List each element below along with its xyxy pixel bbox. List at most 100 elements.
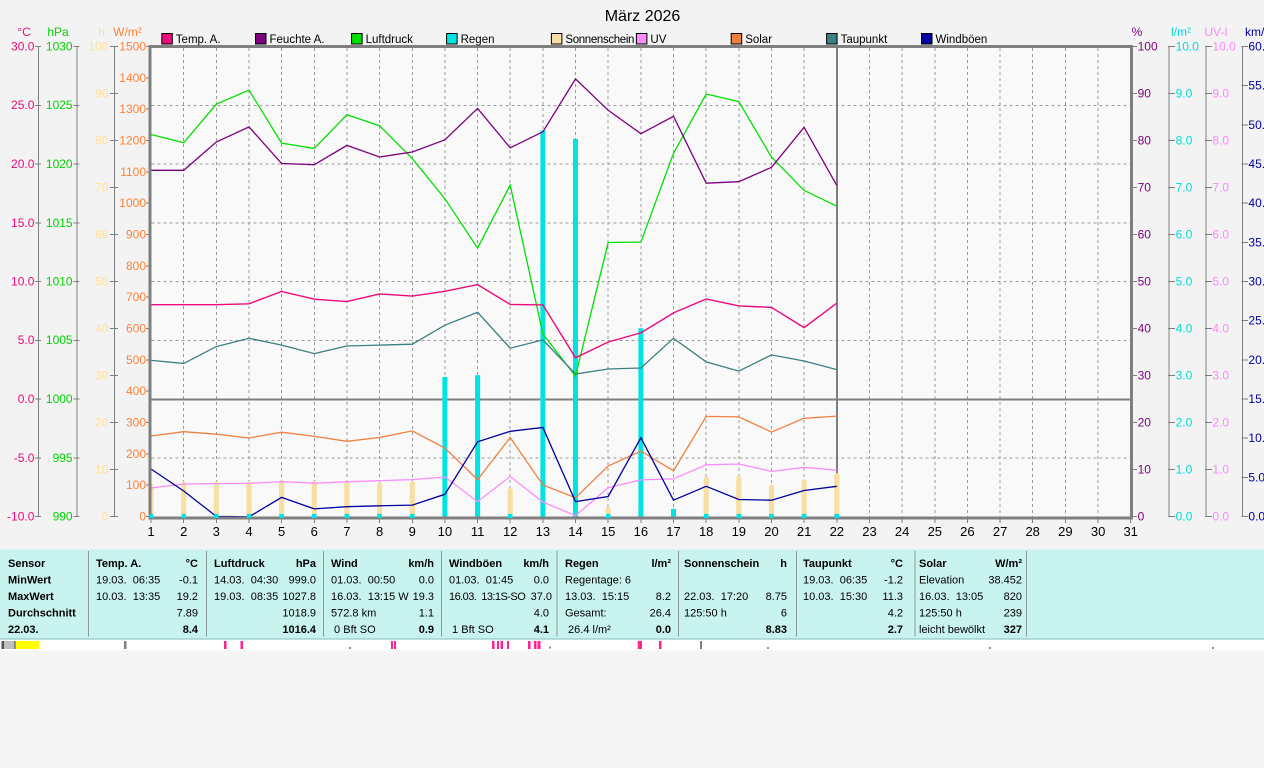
svg-text:6: 6 <box>311 524 318 539</box>
svg-text:0: 0 <box>139 510 146 524</box>
svg-text:999.0: 999.0 <box>288 575 316 587</box>
svg-text:7.0: 7.0 <box>1176 181 1193 195</box>
svg-text:1030: 1030 <box>46 40 73 54</box>
svg-text:37.0: 37.0 <box>531 591 552 603</box>
svg-text:1018.9: 1018.9 <box>282 608 316 620</box>
svg-text:1.0: 1.0 <box>1212 463 1229 477</box>
svg-text:Gesamt:: Gesamt: <box>565 608 607 620</box>
svg-text:11.3: 11.3 <box>882 591 903 603</box>
svg-text:22: 22 <box>830 524 844 539</box>
svg-text:h: h <box>98 25 105 39</box>
svg-text:45.0: 45.0 <box>1248 157 1264 171</box>
svg-text:10.03. 13:35: 10.03. 13:35 <box>96 591 160 603</box>
svg-text:km/h: km/h <box>1245 25 1264 39</box>
svg-text:Feuchte A.: Feuchte A. <box>270 34 325 46</box>
svg-text:9.0: 9.0 <box>1212 87 1229 101</box>
svg-text:12: 12 <box>503 524 517 539</box>
svg-text:Temp. A.: Temp. A. <box>96 558 141 570</box>
svg-text:6.0: 6.0 <box>1212 228 1229 242</box>
svg-text:14.03. 04:30: 14.03. 04:30 <box>214 575 278 587</box>
svg-text:25.0: 25.0 <box>1248 314 1264 328</box>
svg-text:1027.8: 1027.8 <box>282 591 316 603</box>
svg-text:20: 20 <box>764 524 778 539</box>
svg-text:10.0: 10.0 <box>11 275 35 289</box>
svg-text:13: 13 <box>536 524 550 539</box>
svg-text:4.1: 4.1 <box>534 624 549 636</box>
svg-text:27: 27 <box>993 524 1007 539</box>
svg-text:leicht bewölkt: leicht bewölkt <box>919 624 985 636</box>
svg-text:4.0: 4.0 <box>534 608 549 620</box>
svg-text:5.0: 5.0 <box>1176 275 1193 289</box>
svg-text:24: 24 <box>895 524 909 539</box>
svg-text:Windböen: Windböen <box>449 558 502 570</box>
svg-text:10.0: 10.0 <box>1176 40 1200 54</box>
svg-text:Elevation: Elevation <box>919 575 964 587</box>
svg-text:W/m²: W/m² <box>995 558 1022 570</box>
svg-text:-0.1: -0.1 <box>179 575 198 587</box>
svg-text:Temp. A.: Temp. A. <box>176 34 221 46</box>
svg-text:50.0: 50.0 <box>1248 118 1264 132</box>
svg-text:01.03. 01:45: 01.03. 01:45 <box>449 575 513 587</box>
svg-text:20.0: 20.0 <box>1248 353 1264 367</box>
svg-text:100: 100 <box>88 40 108 54</box>
svg-text:2: 2 <box>180 524 187 539</box>
svg-text:10.0: 10.0 <box>1248 431 1264 445</box>
svg-text:19.03. 06:35: 19.03. 06:35 <box>96 575 160 587</box>
svg-text:35.0: 35.0 <box>1248 235 1264 249</box>
svg-text:38.452: 38.452 <box>988 575 1022 587</box>
svg-text:km/h: km/h <box>408 558 434 570</box>
svg-text:15.0: 15.0 <box>1248 392 1264 406</box>
svg-text:10: 10 <box>95 463 109 477</box>
svg-text:18: 18 <box>699 524 713 539</box>
svg-text:30.0: 30.0 <box>1248 275 1264 289</box>
svg-text:3.0: 3.0 <box>1212 369 1229 383</box>
svg-text:70: 70 <box>1138 181 1152 195</box>
svg-text:13.03. 15:15: 13.03. 15:15 <box>565 591 629 603</box>
svg-text:8.75: 8.75 <box>766 591 787 603</box>
svg-text:21: 21 <box>797 524 811 539</box>
svg-text:26.4 l/m²: 26.4 l/m² <box>565 624 611 636</box>
svg-text:125:50 h: 125:50 h <box>684 608 727 620</box>
svg-text:10: 10 <box>438 524 452 539</box>
svg-text:Solar: Solar <box>745 34 772 46</box>
svg-text:15.0: 15.0 <box>11 216 35 230</box>
svg-text:50: 50 <box>95 275 109 289</box>
svg-text:60: 60 <box>95 228 109 242</box>
svg-text:29: 29 <box>1058 524 1072 539</box>
svg-text:Regentage: 6: Regentage: 6 <box>565 575 631 587</box>
svg-text:1010: 1010 <box>46 275 73 289</box>
svg-text:7.89: 7.89 <box>177 608 198 620</box>
svg-text:80: 80 <box>1138 134 1152 148</box>
svg-text:19.2: 19.2 <box>177 591 198 603</box>
svg-text:6.0: 6.0 <box>1176 228 1193 242</box>
svg-text:1.0: 1.0 <box>1176 463 1193 477</box>
svg-text:800: 800 <box>126 259 146 273</box>
svg-text:3: 3 <box>213 524 220 539</box>
svg-text:0.0: 0.0 <box>534 575 549 587</box>
svg-text:2.0: 2.0 <box>1176 416 1193 430</box>
svg-text:1005: 1005 <box>46 333 73 347</box>
svg-text:0: 0 <box>1138 510 1145 524</box>
svg-text:l/m²: l/m² <box>651 558 671 570</box>
svg-text:°C: °C <box>891 558 903 570</box>
svg-text:Taupunkt: Taupunkt <box>803 558 852 570</box>
svg-text:6: 6 <box>781 608 787 620</box>
svg-text:0.0: 0.0 <box>419 575 434 587</box>
svg-text:50: 50 <box>1138 275 1152 289</box>
svg-text:8: 8 <box>376 524 383 539</box>
svg-text:1 Bft SO: 1 Bft SO <box>449 624 494 636</box>
svg-text:30: 30 <box>1138 369 1152 383</box>
svg-text:60.0: 60.0 <box>1248 40 1264 54</box>
svg-text:19: 19 <box>732 524 746 539</box>
svg-text:26: 26 <box>960 524 974 539</box>
svg-text:1: 1 <box>147 524 154 539</box>
svg-text:600: 600 <box>126 322 146 336</box>
svg-text:40: 40 <box>1138 322 1152 336</box>
svg-text:0.0: 0.0 <box>1212 510 1229 524</box>
svg-text:4.2: 4.2 <box>888 608 903 620</box>
svg-text:Regen: Regen <box>565 558 599 570</box>
svg-text:l/m²: l/m² <box>1171 25 1191 39</box>
svg-text:hPa: hPa <box>296 558 317 570</box>
svg-text:7: 7 <box>343 524 350 539</box>
svg-text:700: 700 <box>126 290 146 304</box>
